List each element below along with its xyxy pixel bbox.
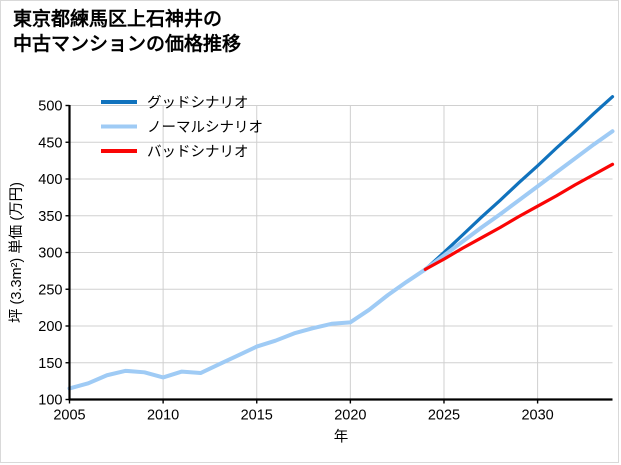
x-tick-label: 2005 xyxy=(53,408,85,424)
y-tick-label: 300 xyxy=(38,246,62,262)
legend-label: ノーマルシナリオ xyxy=(147,120,263,136)
y-tick-label: 400 xyxy=(38,172,62,188)
y-tick-label: 450 xyxy=(38,135,62,151)
x-axis-label: 年 xyxy=(334,429,349,446)
x-tick-label: 2010 xyxy=(147,408,179,424)
series-line xyxy=(67,129,615,391)
y-tick-label: 350 xyxy=(38,209,62,225)
x-tick-label: 2015 xyxy=(241,408,273,424)
x-tick-label: 2020 xyxy=(334,408,366,424)
y-tick-label: 200 xyxy=(38,319,62,335)
x-tick-label: 2025 xyxy=(428,408,460,424)
y-tick-label: 250 xyxy=(38,282,62,298)
legend-label: バッドシナリオ xyxy=(147,145,249,161)
series-line xyxy=(423,95,615,271)
y-tick-label: 100 xyxy=(38,393,62,409)
y-axis-ticks: 100 150 200 250 300 350 400 450 500 xyxy=(38,99,70,409)
series-lines xyxy=(67,95,615,391)
y-tick-label: 500 xyxy=(38,99,62,115)
y-axis-label: 坪 (3.3m²) 単価 (万円) xyxy=(8,182,25,323)
y-tick-label: 150 xyxy=(38,356,62,372)
x-tick-label: 2030 xyxy=(521,408,553,424)
legend-label: グッドシナリオ xyxy=(147,95,249,112)
series-line xyxy=(423,162,615,271)
chart-title: 東京都練馬区上石神井の 中古マンションの価格推移 xyxy=(13,9,242,55)
x-axis-ticks: 2005 2010 2015 2020 2025 2030 xyxy=(53,399,554,424)
